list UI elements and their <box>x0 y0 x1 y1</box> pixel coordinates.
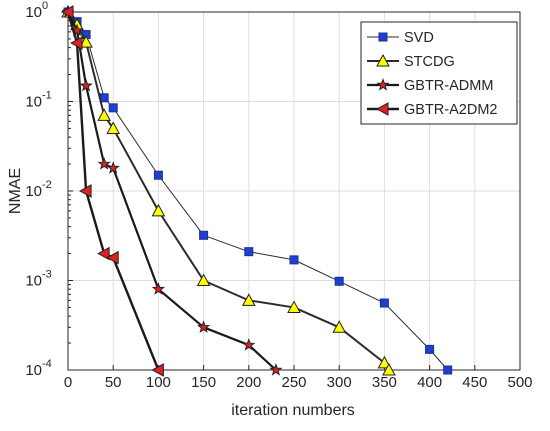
data-point <box>334 276 344 286</box>
x-tick-label: 200 <box>236 374 261 391</box>
legend-label: SVD <box>404 30 434 46</box>
x-tick-label: 0 <box>64 374 72 391</box>
data-point <box>153 170 163 180</box>
legend-label: GBTR-ADMM <box>404 78 493 94</box>
y-tick-label: 10 <box>25 183 42 200</box>
data-point <box>151 203 166 217</box>
legend-marker <box>376 78 390 91</box>
y-tick-label: 10 <box>25 94 42 111</box>
series-stcdg <box>61 4 396 376</box>
y-tick-exponent: -3 <box>42 269 52 281</box>
data-point <box>382 362 396 376</box>
data-point <box>269 363 283 376</box>
data-point <box>79 184 92 198</box>
data-point <box>97 157 111 170</box>
x-tick-label: 150 <box>191 374 216 391</box>
data-point <box>97 246 110 261</box>
data-point <box>332 320 347 333</box>
y-tick-label: 10 <box>25 362 42 379</box>
data-point <box>151 282 165 295</box>
legend: SVD STCDG GBTR-ADMM GBTR-A2DM2 <box>360 21 518 125</box>
x-tick-label: 50 <box>105 374 122 391</box>
data-point <box>197 320 211 333</box>
data-point <box>79 78 93 92</box>
data-point <box>289 255 299 265</box>
data-point <box>379 298 389 308</box>
x-tick-label: 300 <box>327 374 352 391</box>
y-tick-label: 10 <box>25 273 42 290</box>
data-point <box>79 35 93 48</box>
y-tick-exponent: 0 <box>42 0 48 12</box>
data-point <box>108 103 118 113</box>
data-point <box>106 161 120 174</box>
data-point <box>69 36 83 50</box>
series-gbtr-admm <box>61 5 283 376</box>
y-tick-label: 10 <box>25 4 42 21</box>
legend-marker <box>378 32 388 42</box>
y-axis-label: NMAE <box>7 168 24 214</box>
y-tick-exponent: -4 <box>42 358 52 370</box>
data-point <box>425 344 435 354</box>
y-tick-exponent: -1 <box>42 90 52 102</box>
x-tick-label: 500 <box>507 374 532 391</box>
series-gbtr-a2dm2 <box>60 5 164 377</box>
data-point <box>287 300 301 313</box>
x-tick-label: 450 <box>462 374 487 391</box>
x-tick-label: 400 <box>417 374 442 391</box>
y-tick-exponent: -2 <box>42 179 52 191</box>
data-point <box>241 293 256 306</box>
legend-label: STCDG <box>404 54 455 70</box>
legend-marker <box>375 102 389 116</box>
x-axis-label: iteration numbers <box>231 402 355 419</box>
series-line <box>66 11 160 371</box>
data-point <box>196 273 211 286</box>
series-group <box>60 4 453 377</box>
x-tick-label: 350 <box>372 374 397 391</box>
legend-marker <box>376 53 390 67</box>
data-point <box>244 247 254 257</box>
data-point <box>97 108 112 121</box>
x-axis: 0 50 100 150 200 250 300 350 400 450 500 <box>64 365 533 391</box>
data-point <box>106 250 119 265</box>
data-point <box>199 230 209 240</box>
legend-label: GBTR-A2DM2 <box>404 102 497 118</box>
data-point <box>60 5 74 19</box>
data-point <box>443 365 453 375</box>
data-point <box>106 121 121 134</box>
x-tick-label: 250 <box>281 374 306 391</box>
data-point <box>242 338 256 351</box>
x-tick-label: 100 <box>146 374 171 391</box>
data-point <box>151 363 164 377</box>
data-point <box>377 355 392 369</box>
